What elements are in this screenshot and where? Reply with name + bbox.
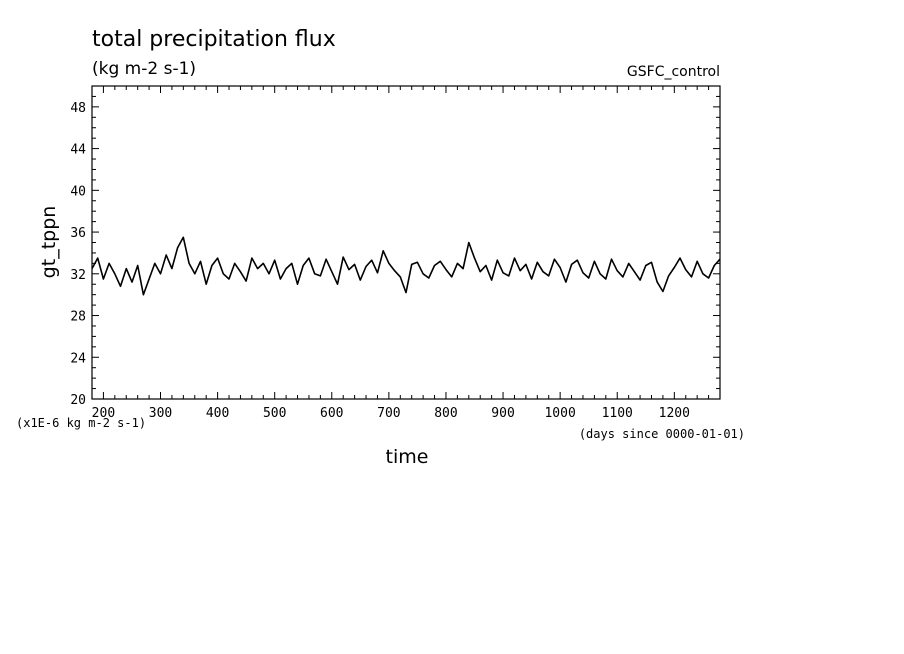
x-tick-label: 400 [206,406,229,421]
x-axis-ticks: 200 300 400 500 600 700 800 900 1000 1100 1200 [91,86,721,421]
y-tick-label: 40 [70,184,86,199]
y-tick-label: 24 [70,351,86,366]
x-tick-label: 700 [377,406,400,421]
x-tick-label: 300 [149,406,172,421]
y-tick-label: 28 [70,310,86,325]
x-tick-label: 1000 [544,406,575,421]
y-scale-note: (x1E-6 kg m-2 s-1) [16,416,146,430]
x-tick-label: 200 [92,406,115,421]
x-tick-label: 800 [434,406,457,421]
x-axis-label: time [386,446,429,468]
run-label: GSFC_control [627,64,720,80]
x-tick-label: 1200 [659,406,690,421]
x-tick-label: 1100 [602,406,633,421]
y-tick-label: 48 [70,101,86,116]
y-tick-label: 44 [70,143,86,158]
chart-title: total precipitation flux [92,27,336,52]
x-tick-label: 600 [320,406,343,421]
y-tick-label: 20 [70,393,86,408]
series-line-gt-tppn [91,236,721,296]
x-tick-label: 900 [491,406,514,421]
y-tick-label: 36 [70,226,86,241]
y-axis-ticks: 20 24 28 32 36 40 44 48 [70,85,720,408]
x-units-note: (days since 0000-01-01) [579,427,745,441]
chart-subtitle: (kg m-2 s-1) [92,59,196,79]
y-axis-label: gt_tppn [38,206,60,279]
x-tick-label: 500 [263,406,286,421]
y-tick-label: 32 [70,268,86,283]
plot-frame [91,85,721,400]
